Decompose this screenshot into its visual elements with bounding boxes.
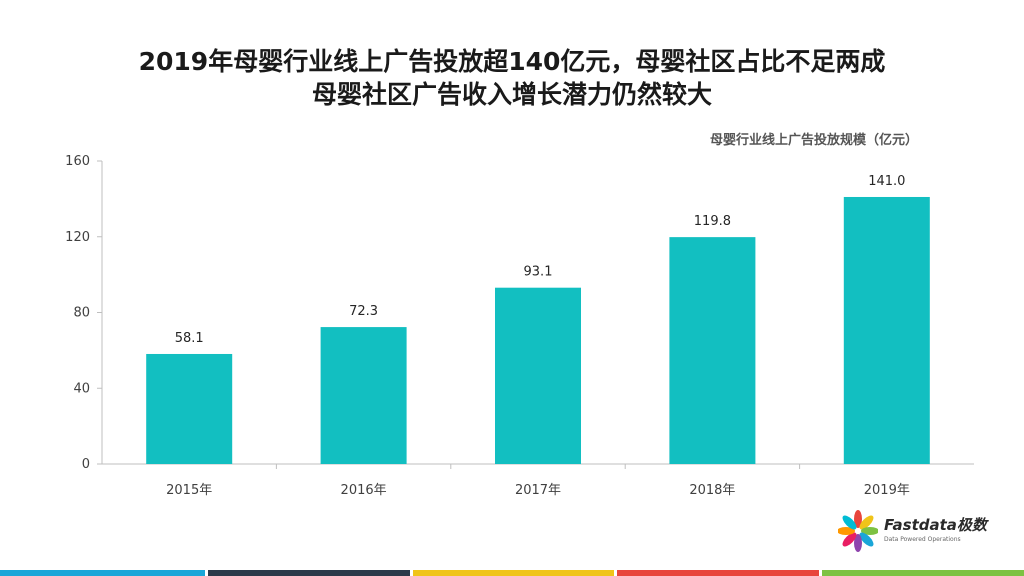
series-legend-label: 母婴行业线上广告投放规模（亿元）: [709, 133, 918, 148]
logo-tagline: Data Powered Operations: [884, 536, 961, 543]
chart-title-line-2: 母婴社区广告收入增长潜力仍然较大: [311, 80, 712, 109]
y-tick-label: 0: [82, 457, 90, 472]
x-tick-label: 2019年: [864, 483, 910, 498]
x-tick-label: 2016年: [341, 483, 387, 498]
y-tick-label: 160: [65, 154, 90, 169]
bar: [843, 196, 930, 464]
fastdata-logo: Fastdata极数 Data Powered Operations: [837, 508, 1018, 558]
footer-stripe-segment: [207, 570, 410, 576]
bar: [320, 327, 407, 464]
y-tick-label: 80: [73, 306, 90, 321]
data-label: 141.0: [868, 174, 905, 189]
x-tick-label: 2018年: [689, 483, 735, 498]
data-label: 93.1: [524, 265, 553, 280]
logo-brand-text: Fastdata极数: [884, 516, 987, 534]
footer-stripe-segment: [617, 570, 820, 576]
data-label: 58.1: [175, 331, 204, 346]
bar: [495, 287, 581, 464]
bar: [669, 237, 756, 464]
pinwheel-logo-icon: [837, 510, 879, 552]
footer-stripe-segment: [412, 570, 615, 576]
y-tick-label: 120: [65, 230, 90, 245]
footer-stripe-segment: [822, 570, 1024, 576]
footer-stripe-segment: [0, 570, 205, 576]
data-label: 72.3: [349, 304, 378, 319]
data-label: 119.8: [694, 214, 731, 229]
y-tick-label: 40: [73, 381, 90, 396]
x-tick-label: 2015年: [166, 483, 212, 498]
x-tick-label: 2017年: [515, 483, 561, 498]
bar: [146, 353, 233, 464]
chart-title-line-1: 2019年母婴行业线上广告投放超140亿元，母婴社区占比不足两成: [138, 47, 886, 76]
bar-chart: 0 40 80 120 160 58.1 2015年 72.3 2016年 93.1 2017年 11…: [65, 154, 974, 498]
